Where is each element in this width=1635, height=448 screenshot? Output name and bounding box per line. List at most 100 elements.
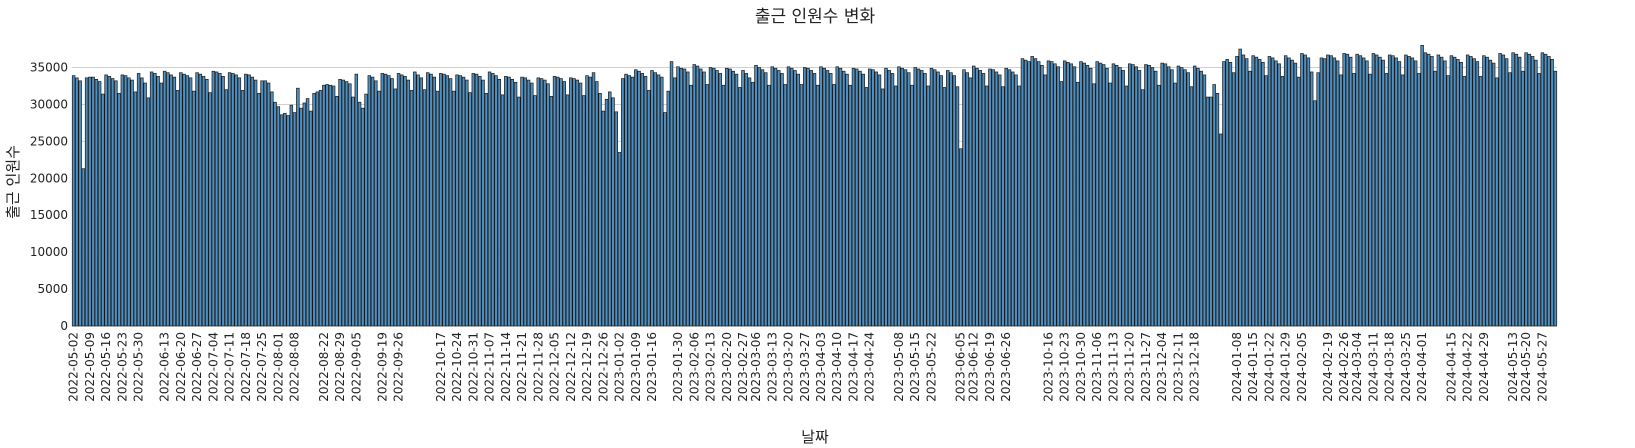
bar <box>78 80 82 327</box>
bar <box>751 81 755 327</box>
bar <box>422 89 427 327</box>
bar <box>757 67 761 327</box>
bar <box>257 93 261 327</box>
bar <box>1140 89 1145 327</box>
bar <box>1488 59 1493 327</box>
bar <box>1176 65 1181 327</box>
bar <box>929 67 934 327</box>
bar <box>998 74 1002 327</box>
bar <box>325 84 329 327</box>
bar <box>777 70 781 327</box>
bar <box>435 90 440 327</box>
bar <box>913 67 917 327</box>
bar <box>1287 57 1291 327</box>
x-tick-label: 2023-12-04 <box>1155 332 1169 402</box>
bar <box>933 69 937 327</box>
bar <box>1053 63 1057 327</box>
y-axis-label: 출근 인원수 <box>4 145 22 219</box>
x-tick-label: 2022-07-18 <box>239 332 253 402</box>
bar <box>364 93 368 327</box>
bar <box>159 82 164 327</box>
bar <box>260 80 264 327</box>
bar <box>825 70 830 327</box>
bar <box>429 73 433 327</box>
bar <box>686 71 690 327</box>
bar <box>400 74 404 327</box>
bar <box>1049 61 1054 327</box>
bar <box>218 73 222 327</box>
bar <box>1290 59 1294 327</box>
bar <box>556 76 560 327</box>
bar <box>1196 67 1200 327</box>
x-tick-label: 2022-08-29 <box>333 332 347 402</box>
bar <box>75 77 79 327</box>
bar <box>942 87 947 327</box>
bar <box>107 76 112 327</box>
bar <box>1189 86 1194 327</box>
bar <box>539 78 544 327</box>
bar <box>1459 62 1463 327</box>
bar <box>413 71 417 327</box>
bar <box>520 76 524 327</box>
bar <box>887 70 891 327</box>
bar <box>699 68 703 327</box>
bar <box>1426 53 1431 327</box>
bar <box>140 77 144 327</box>
bar <box>1163 63 1168 327</box>
bar <box>829 73 833 327</box>
bar <box>1482 55 1486 327</box>
bar <box>897 66 901 327</box>
bar <box>507 76 511 327</box>
x-tick-label: 2023-02-27 <box>736 332 750 402</box>
bar <box>1062 60 1067 327</box>
bar <box>136 73 141 327</box>
bar <box>1339 74 1343 327</box>
x-tick-label: 2023-04-17 <box>846 332 860 402</box>
bar <box>978 70 982 327</box>
bar <box>244 73 248 327</box>
bar <box>1137 70 1142 327</box>
bar <box>484 93 489 327</box>
bar <box>718 73 722 327</box>
x-tick-label: 2023-01-16 <box>645 332 659 402</box>
bar <box>549 95 554 327</box>
bar <box>263 80 268 327</box>
bar <box>1420 45 1424 327</box>
bar <box>705 84 709 327</box>
bar <box>266 82 271 327</box>
bar <box>595 81 599 327</box>
x-tick-label: 2024-01-08 <box>1230 332 1244 402</box>
bar <box>455 74 459 327</box>
bar <box>952 75 956 327</box>
bar <box>877 74 882 327</box>
bar <box>946 70 950 327</box>
bar <box>1319 57 1324 327</box>
bar <box>1306 57 1311 327</box>
bar <box>1095 61 1099 327</box>
bar <box>448 78 453 327</box>
bar <box>1452 56 1457 327</box>
bar <box>679 67 683 327</box>
bar <box>604 98 609 327</box>
bar <box>1144 64 1148 327</box>
bar <box>988 68 992 327</box>
x-tick-label: 2023-02-20 <box>720 332 734 402</box>
bar <box>562 81 567 327</box>
bar <box>273 101 277 327</box>
bar <box>1534 59 1538 327</box>
bar <box>348 83 352 327</box>
bar <box>1309 71 1314 327</box>
bar <box>1014 74 1018 327</box>
bar <box>1530 56 1535 327</box>
bar <box>406 79 411 327</box>
x-tick-label: 2023-01-09 <box>629 332 643 402</box>
bar <box>1348 56 1353 327</box>
bar <box>1033 58 1038 327</box>
bar <box>1157 84 1161 327</box>
bar <box>123 75 128 327</box>
bar <box>1371 53 1376 327</box>
bar <box>526 79 531 327</box>
bar <box>1088 67 1093 327</box>
bar <box>1381 59 1385 327</box>
bar <box>676 66 680 327</box>
